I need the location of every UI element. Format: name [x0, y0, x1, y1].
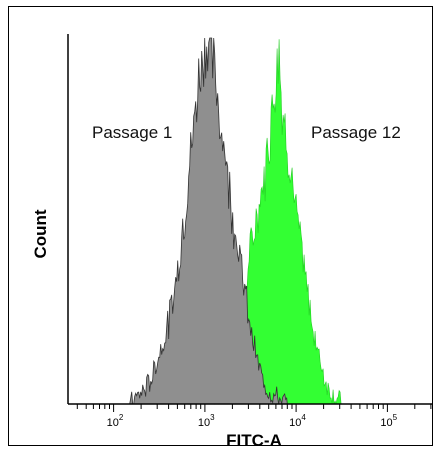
passage-1-histogram	[129, 37, 288, 405]
plot-frame	[8, 6, 433, 446]
x-tick-label: 105	[380, 413, 397, 429]
histogram-areas	[129, 37, 343, 405]
x-tick-labels: 102 103 104 105	[107, 413, 398, 429]
x-tick-label: 104	[289, 413, 306, 429]
passage-12-label: Passage 12	[311, 123, 401, 142]
passage-1-label: Passage 1	[92, 123, 172, 142]
y-axis-title: Count	[31, 209, 50, 258]
x-tick-label: 103	[198, 413, 215, 429]
x-tick-label: 102	[107, 413, 124, 429]
x-minor-ticks	[76, 404, 432, 412]
x-axis-title: FITC-A	[226, 431, 282, 450]
